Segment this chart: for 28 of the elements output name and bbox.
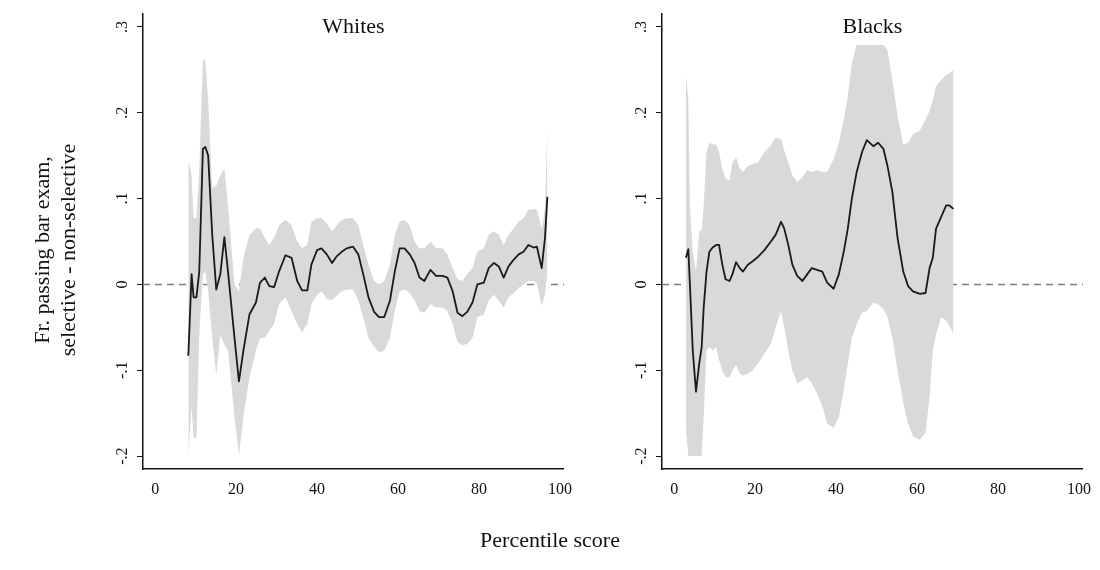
y-tick-label: .2 bbox=[113, 106, 131, 119]
x-tick-label: 0 bbox=[151, 479, 160, 497]
x-tick-label: 40 bbox=[828, 479, 845, 497]
y-tick-label: -.1 bbox=[113, 361, 131, 379]
y-tick-label: 0 bbox=[632, 280, 650, 289]
x-tick-label: 100 bbox=[1066, 479, 1091, 497]
x-tick-label: 80 bbox=[989, 479, 1006, 497]
y-tick-label: .2 bbox=[632, 106, 650, 119]
x-tick-label: 60 bbox=[909, 479, 926, 497]
x-tick-label: 60 bbox=[390, 479, 407, 497]
x-tick-label: 40 bbox=[309, 479, 326, 497]
y-tick-label: -.1 bbox=[632, 361, 650, 379]
y-tick-label: .3 bbox=[632, 20, 650, 33]
y-tick-label: .1 bbox=[113, 192, 131, 205]
y-tick-label: .1 bbox=[632, 192, 650, 205]
chart-title: Whites bbox=[322, 12, 385, 38]
x-tick-label: 0 bbox=[670, 479, 679, 497]
x-tick-label: 20 bbox=[747, 479, 764, 497]
y-tick-label: -.2 bbox=[113, 447, 131, 465]
x-tick-label: 20 bbox=[228, 479, 245, 497]
chart-title: Blacks bbox=[842, 12, 903, 38]
y-tick-label: 0 bbox=[113, 280, 131, 289]
x-axis-title: Percentile score bbox=[479, 527, 621, 553]
y-tick-label: -.2 bbox=[632, 447, 650, 465]
x-tick-label: 80 bbox=[470, 479, 487, 497]
y-axis-title: Fr. passing bar exam, selective - non-selective bbox=[29, 143, 81, 357]
x-tick-label: 100 bbox=[547, 479, 572, 497]
y-tick-label: .3 bbox=[113, 20, 131, 33]
